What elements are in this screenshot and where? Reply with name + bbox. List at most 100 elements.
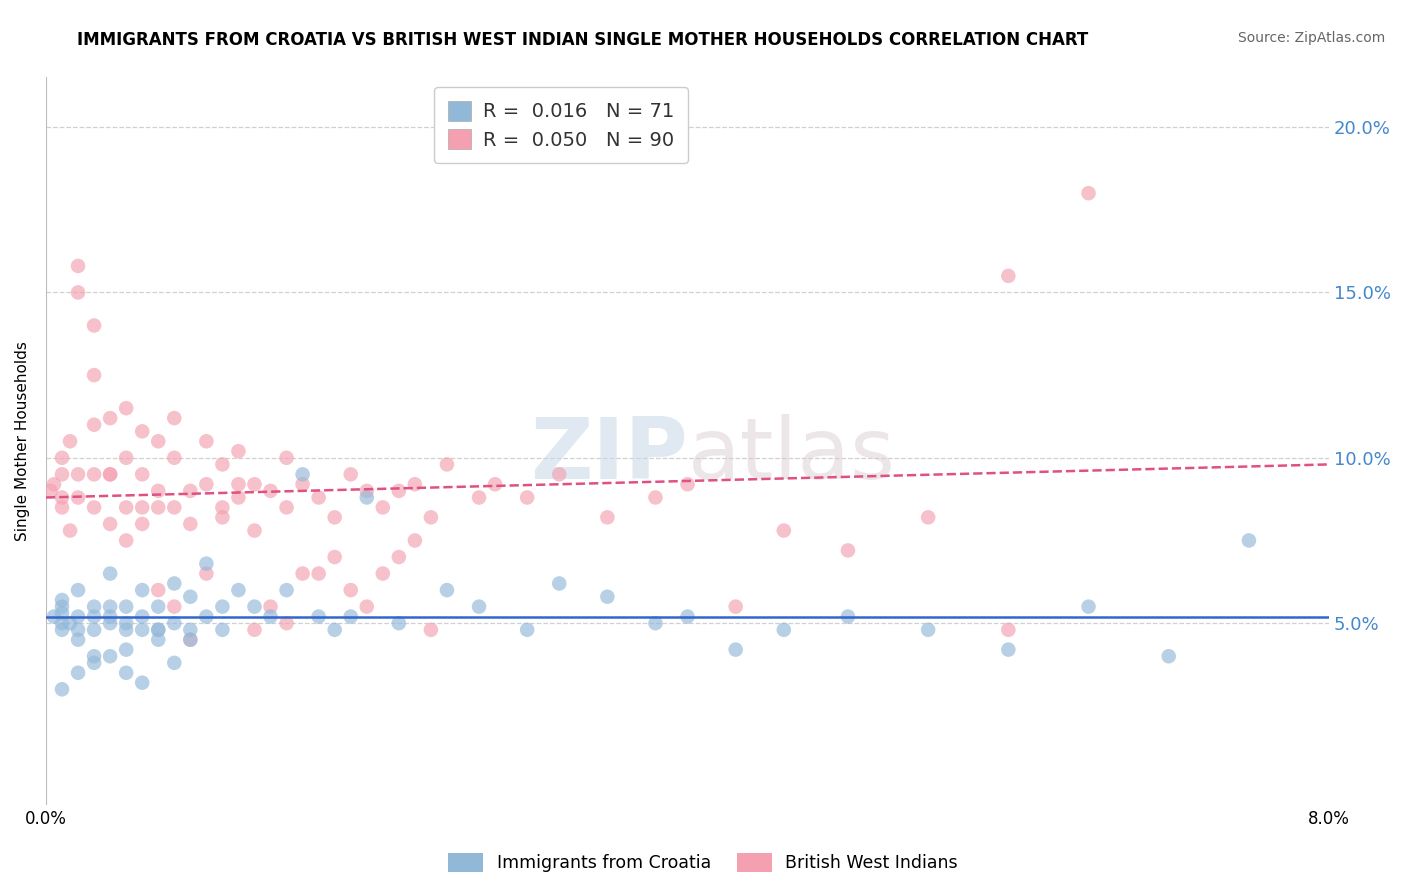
Point <box>163 616 186 631</box>
Point <box>419 623 441 637</box>
Point <box>276 450 298 465</box>
Point <box>419 510 441 524</box>
Point <box>997 268 1019 283</box>
Point <box>243 477 266 491</box>
Point <box>308 566 330 581</box>
Point <box>148 500 170 515</box>
Point <box>211 500 233 515</box>
Point <box>98 599 121 614</box>
Point <box>83 417 105 432</box>
Point <box>291 566 314 581</box>
Point <box>67 665 90 680</box>
Point <box>211 623 233 637</box>
Point <box>339 583 361 598</box>
Point <box>276 500 298 515</box>
Point <box>228 477 250 491</box>
Point <box>51 593 73 607</box>
Point <box>228 583 250 598</box>
Point <box>98 467 121 482</box>
Text: Source: ZipAtlas.com: Source: ZipAtlas.com <box>1237 31 1385 45</box>
Point <box>83 318 105 333</box>
Point <box>484 477 506 491</box>
Point <box>148 623 170 637</box>
Point <box>148 632 170 647</box>
Point <box>724 642 747 657</box>
Point <box>83 368 105 383</box>
Point <box>83 649 105 664</box>
Point <box>67 285 90 300</box>
Point <box>323 510 346 524</box>
Point <box>67 623 90 637</box>
Point <box>83 623 105 637</box>
Point <box>179 632 201 647</box>
Point <box>676 609 699 624</box>
Point <box>211 599 233 614</box>
Point <box>837 609 859 624</box>
Point <box>436 583 458 598</box>
Point <box>356 491 378 505</box>
Point <box>1237 533 1260 548</box>
Point <box>131 467 153 482</box>
Point <box>115 599 138 614</box>
Point <box>51 450 73 465</box>
Point <box>516 491 538 505</box>
Point <box>772 623 794 637</box>
Point <box>404 533 426 548</box>
Point <box>195 477 218 491</box>
Point <box>356 599 378 614</box>
Point <box>339 467 361 482</box>
Point <box>131 623 153 637</box>
Point <box>98 516 121 531</box>
Point <box>51 491 73 505</box>
Point <box>83 500 105 515</box>
Point <box>339 609 361 624</box>
Point <box>163 656 186 670</box>
Point <box>917 510 939 524</box>
Point <box>115 533 138 548</box>
Point <box>259 599 281 614</box>
Point <box>51 606 73 620</box>
Point <box>98 609 121 624</box>
Point <box>115 623 138 637</box>
Point <box>59 524 82 538</box>
Point <box>917 623 939 637</box>
Point <box>291 467 314 482</box>
Point <box>83 467 105 482</box>
Point <box>51 682 73 697</box>
Point <box>276 583 298 598</box>
Point <box>195 566 218 581</box>
Point <box>39 483 62 498</box>
Point <box>548 467 571 482</box>
Point <box>1077 186 1099 201</box>
Point <box>179 590 201 604</box>
Point <box>468 491 491 505</box>
Point <box>51 616 73 631</box>
Point <box>211 510 233 524</box>
Point <box>83 599 105 614</box>
Point <box>243 524 266 538</box>
Point <box>179 623 201 637</box>
Point <box>388 549 411 564</box>
Point <box>131 516 153 531</box>
Point <box>51 467 73 482</box>
Point <box>51 623 73 637</box>
Point <box>259 483 281 498</box>
Point <box>644 491 666 505</box>
Point <box>148 583 170 598</box>
Point <box>291 477 314 491</box>
Point <box>436 458 458 472</box>
Point <box>59 616 82 631</box>
Point <box>67 259 90 273</box>
Point <box>323 623 346 637</box>
Point <box>115 500 138 515</box>
Point <box>323 549 346 564</box>
Point <box>115 616 138 631</box>
Point <box>195 609 218 624</box>
Point <box>243 623 266 637</box>
Point <box>195 434 218 449</box>
Point <box>131 675 153 690</box>
Point <box>179 516 201 531</box>
Point <box>356 483 378 498</box>
Point <box>67 632 90 647</box>
Point <box>115 665 138 680</box>
